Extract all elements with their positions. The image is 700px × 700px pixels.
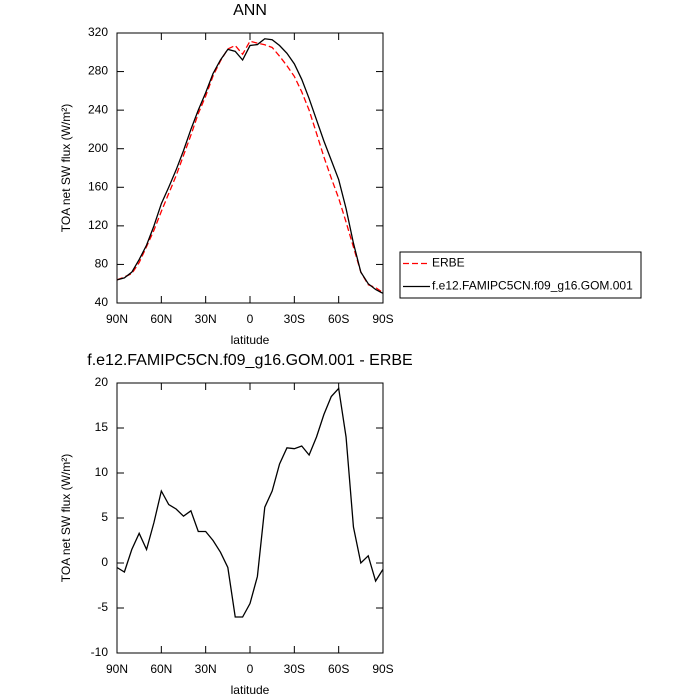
y-tick-label: 280 [88,64,108,78]
y-tick-label: 10 [95,465,109,479]
legend-box [399,251,642,299]
y-tick-label: 5 [101,510,108,524]
x-tick-label: 60N [150,312,172,326]
x-tick-label: 0 [247,312,254,326]
data-line [116,38,384,294]
plot-frame [116,32,384,304]
x-tick-label: 90N [106,662,128,676]
legend-label: ERBE [432,256,465,270]
x-tick-label: 90N [106,312,128,326]
y-tick-label: 80 [95,257,109,271]
data-line [116,40,384,294]
y-tick-label: 15 [95,420,109,434]
y-tick-label: -5 [97,600,108,614]
y-tick-label: 200 [88,141,108,155]
x-tick-label: 60S [328,312,349,326]
y-tick-label: 0 [101,555,108,569]
y-tick-label: 20 [95,375,109,389]
chart-title: f.e12.FAMIPC5CN.f09_g16.GOM.001 - ERBE [87,352,412,369]
x-tick-label: 30N [195,312,217,326]
x-tick-label: 90S [372,312,393,326]
y-tick-label: 320 [88,25,108,39]
y-axis-label: TOA net SW flux (W/m²) [59,454,73,582]
y-tick-label: 120 [88,218,108,232]
chart-title: ANN [233,2,267,19]
y-tick-label: -10 [91,645,109,659]
x-axis-label: latitude [231,683,270,697]
x-tick-label: 30S [284,662,305,676]
x-tick-label: 30N [195,662,217,676]
x-tick-label: 60S [328,662,349,676]
x-tick-label: 90S [372,662,393,676]
y-tick-label: 160 [88,179,108,193]
legend-label: f.e12.FAMIPC5CN.f09_g16.GOM.001 [432,279,633,293]
x-tick-label: 30S [284,312,305,326]
y-tick-label: 40 [95,295,109,309]
x-tick-label: 0 [247,662,254,676]
data-line [116,386,384,618]
plot-frame [116,382,384,654]
x-tick-label: 60N [150,662,172,676]
y-axis-label: TOA net SW flux (W/m²) [59,104,73,232]
y-tick-label: 240 [88,102,108,116]
x-axis-label: latitude [231,333,270,347]
